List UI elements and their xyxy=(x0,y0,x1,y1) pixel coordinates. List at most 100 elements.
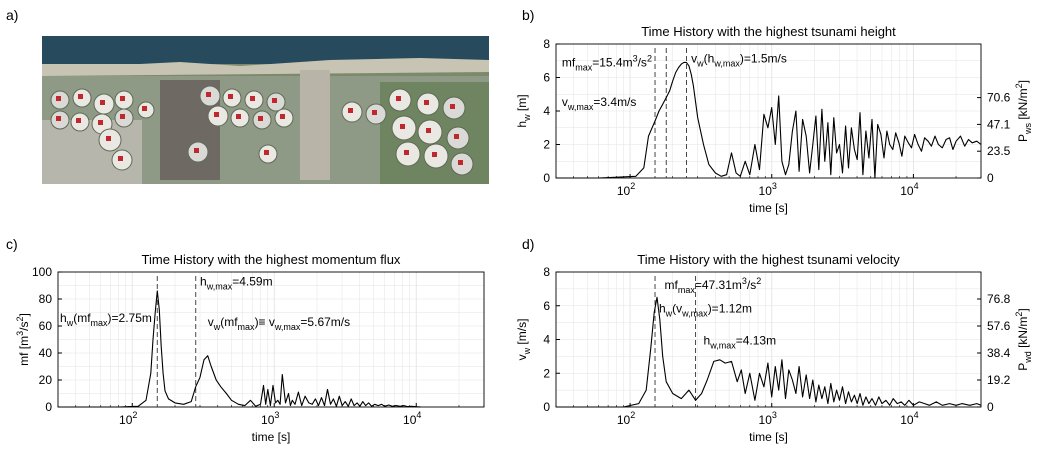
y-axis-label: vw [m/s] xyxy=(515,319,532,361)
annotation-text: vw(mfmax)≡ vw,max=5.67m/s xyxy=(208,315,350,332)
marker-square xyxy=(258,116,263,121)
x-axis-label: time [s] xyxy=(749,201,788,215)
aerial-photo xyxy=(42,36,489,184)
x-tick-label: 102 xyxy=(617,410,635,427)
marker-square xyxy=(450,104,455,109)
annotation-text: hw(vw,max)=1.12m xyxy=(659,302,752,319)
marker-square xyxy=(142,106,147,111)
x-axis-label: time [s] xyxy=(749,430,788,444)
y-right-tick-label: 38.4 xyxy=(987,346,1011,360)
y-axis-label: mf [m3/s2] xyxy=(15,313,31,366)
x-tick-label: 102 xyxy=(119,410,137,427)
annotation-text: hw,max=4.13m xyxy=(704,334,777,351)
x-tick-label: 103 xyxy=(759,181,777,198)
y-tick-label: 4 xyxy=(543,333,550,347)
x-tick-label: 104 xyxy=(900,410,918,427)
axes-frame xyxy=(57,271,485,408)
annotation-text: hw,max=4.59m xyxy=(200,275,273,292)
marker-square xyxy=(404,150,409,155)
annotation-text: hw(mfmax)=2.75m xyxy=(60,311,152,328)
y-tick-label: 6 xyxy=(543,299,550,313)
y-tick-label: 0 xyxy=(45,400,52,414)
y-tick-label: 8 xyxy=(543,37,550,51)
marker-square xyxy=(396,96,401,101)
marker-square xyxy=(100,100,105,105)
marker-square xyxy=(424,100,429,105)
marker-square xyxy=(98,120,103,125)
chart-title: Time History with the highest momentum f… xyxy=(142,252,401,267)
marker-square xyxy=(250,96,255,101)
panel-label-a: a) xyxy=(6,7,18,23)
y-tick-label: 80 xyxy=(39,292,53,306)
chart-d-tsunami-velocity: 102 103 104 0 2 4 6 8 0 19.2 38.4 57.6 76.8 Time Hist… xyxy=(515,252,1033,444)
panel-label-d: d) xyxy=(522,236,534,252)
y-right-tick-label: 70.6 xyxy=(987,91,1011,105)
marker-square xyxy=(272,98,277,103)
y-right-tick-label: 0 xyxy=(987,400,994,414)
marker-square xyxy=(76,118,81,123)
y-tick-label: 8 xyxy=(543,265,550,279)
marker-square xyxy=(106,136,111,141)
series-line xyxy=(58,290,422,408)
annotation-text: mfmax=15.4m3/s2 xyxy=(562,54,652,73)
marker-square xyxy=(348,108,353,113)
panel-label-c: c) xyxy=(6,236,18,252)
marker-square xyxy=(236,114,241,119)
marker-square xyxy=(56,96,61,101)
y-right-axis-label: Pws [kN/m2] xyxy=(1014,80,1033,142)
marker-square xyxy=(280,114,285,119)
y-tick-label: 2 xyxy=(543,366,550,380)
marker-square xyxy=(56,116,61,121)
y-right-tick-label: 23.5 xyxy=(987,144,1011,158)
y-right-tick-label: 57.6 xyxy=(987,319,1011,333)
y-tick-label: 60 xyxy=(39,319,53,333)
y-right-tick-label: 76.8 xyxy=(987,292,1011,306)
chart-title: Time History with the highest tsunami he… xyxy=(641,24,896,39)
panel-label-b: b) xyxy=(522,7,534,23)
y-right-tick-label: 47.1 xyxy=(987,117,1011,131)
x-tick-label: 102 xyxy=(617,181,635,198)
y-tick-label: 40 xyxy=(39,346,53,360)
y-tick-label: 6 xyxy=(543,71,550,85)
marker-square xyxy=(426,128,431,133)
marker-square xyxy=(458,160,463,165)
y-tick-label: 0 xyxy=(543,400,550,414)
y-tick-label: 0 xyxy=(543,171,550,185)
y-tick-label: 100 xyxy=(32,265,52,279)
x-tick-label: 103 xyxy=(261,410,279,427)
y-right-tick-label: 0 xyxy=(987,171,994,185)
marker-square xyxy=(118,156,123,161)
marker-square xyxy=(214,112,219,117)
coastline-strip xyxy=(42,58,489,76)
series-line xyxy=(556,61,982,179)
y-right-axis-label: Pwd [kN/m2] xyxy=(1014,308,1033,371)
marker-square xyxy=(194,148,199,153)
marker-square xyxy=(206,92,211,97)
chart-b-tsunami-height: 102 103 104 0 2 4 6 8 0 23.5 47.1 70.6 Time History … xyxy=(515,24,1033,215)
x-tick-label: 104 xyxy=(900,181,918,198)
y-tick-label: 4 xyxy=(543,104,550,118)
annotation-text: vw,max=3.4m/s xyxy=(562,95,637,112)
annotation-text: mfmax=47.31m3/s2 xyxy=(665,276,762,295)
marker-square xyxy=(120,96,125,101)
y-axis-label: hw [m] xyxy=(515,94,532,127)
y-right-tick-label: 19.2 xyxy=(987,373,1011,387)
annotation-text: vw(hw,max)=1.5m/s xyxy=(691,51,787,68)
x-tick-label: 103 xyxy=(759,410,777,427)
marker-square xyxy=(400,124,405,129)
x-tick-label: 104 xyxy=(403,410,421,427)
marker-square xyxy=(264,150,269,155)
marker-square xyxy=(78,94,83,99)
marker-square xyxy=(120,114,125,119)
chart-title: Time History with the highest tsunami ve… xyxy=(637,252,900,267)
chart-c-momentum-flux: 102 103 104 0 20 40 60 80 100 Time History with t… xyxy=(15,252,485,444)
marker-square xyxy=(454,134,459,139)
series-line xyxy=(556,296,982,408)
marker-square xyxy=(372,110,377,115)
marker-square xyxy=(228,94,233,99)
storage-tanks xyxy=(50,85,474,176)
x-axis-label: time [s] xyxy=(252,430,291,444)
y-tick-label: 20 xyxy=(39,373,53,387)
marker-square xyxy=(432,152,437,157)
